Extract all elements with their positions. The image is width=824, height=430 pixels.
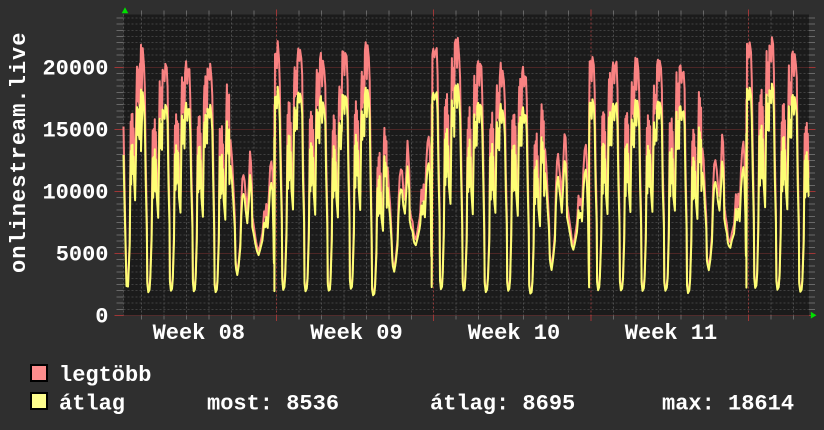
svg-text:max: 18614: max: 18614 (662, 392, 794, 417)
svg-text:10000: 10000 (42, 180, 108, 205)
svg-text:átlag: átlag (59, 392, 125, 417)
svg-text:átlag: 8695: átlag: 8695 (430, 392, 575, 417)
svg-text:Week 11: Week 11 (625, 321, 717, 346)
svg-text:most: 8536: most: 8536 (207, 392, 339, 417)
svg-text:5000: 5000 (56, 242, 109, 267)
svg-text:0: 0 (95, 304, 108, 329)
svg-text:onlinestream.live: onlinestream.live (7, 32, 32, 273)
svg-text:Week 10: Week 10 (468, 321, 560, 346)
svg-text:20000: 20000 (42, 56, 108, 81)
svg-text:legtöbb: legtöbb (59, 363, 151, 388)
svg-text:Week 09: Week 09 (310, 321, 402, 346)
svg-text:15000: 15000 (42, 118, 108, 143)
svg-text:Week 08: Week 08 (153, 321, 245, 346)
